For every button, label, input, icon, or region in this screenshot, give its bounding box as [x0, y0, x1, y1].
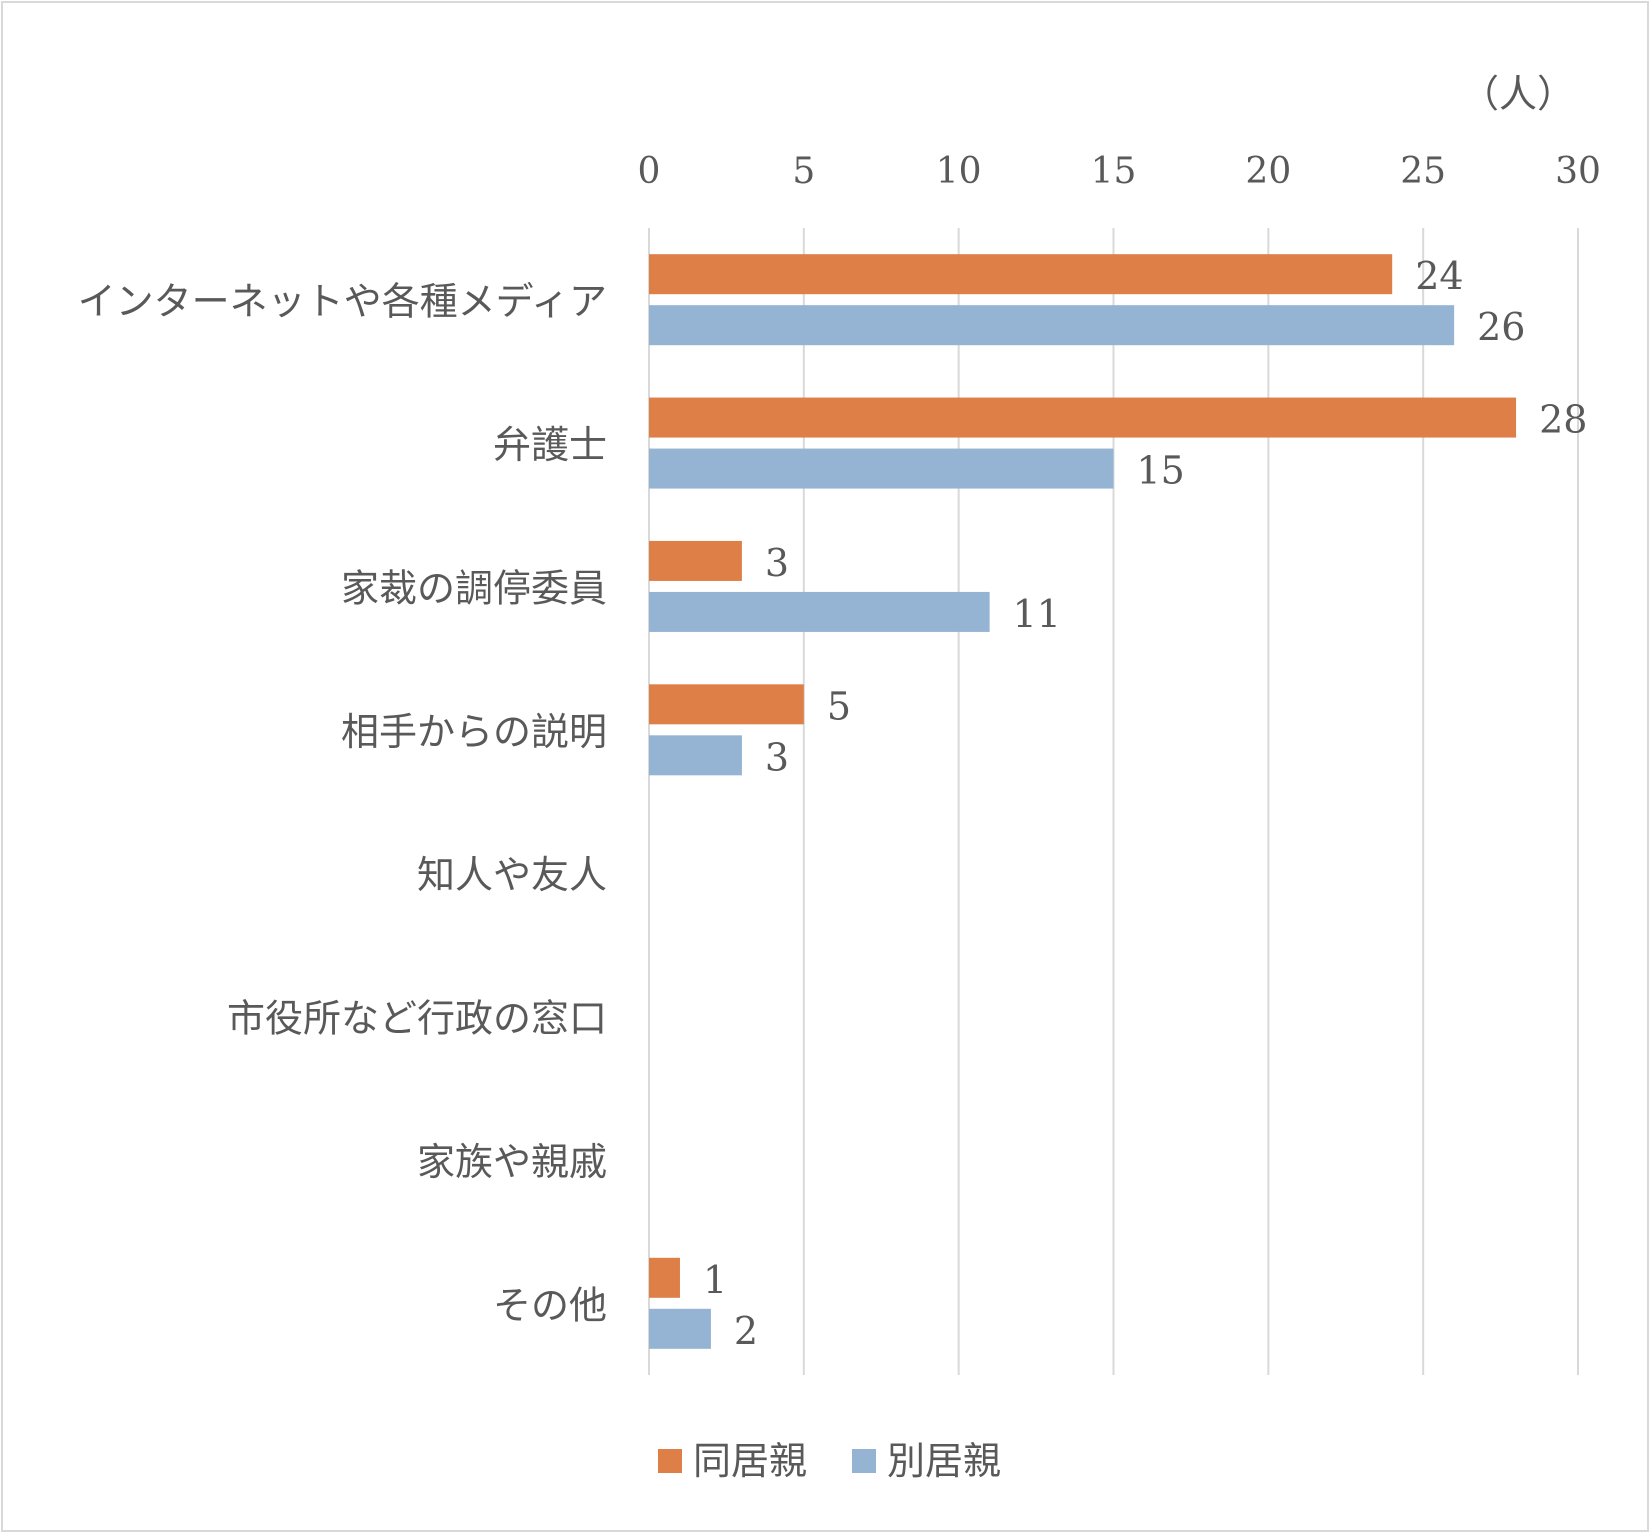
x-tick-label: 15: [1091, 151, 1137, 192]
category-label: 相手からの説明: [341, 710, 607, 754]
bar: [649, 305, 1455, 346]
bar: [649, 591, 990, 632]
data-label: 26: [1477, 305, 1525, 349]
unit-label: （人）: [1461, 72, 1575, 116]
legend-label: 別居親: [887, 1439, 1001, 1483]
x-tick-label: 0: [638, 151, 661, 192]
bar: [649, 735, 742, 776]
bar: [649, 684, 804, 725]
data-label: 11: [1013, 592, 1061, 636]
bars: [649, 254, 1517, 1349]
x-tick-label: 30: [1555, 151, 1601, 192]
data-label: 1: [703, 1258, 727, 1302]
data-label: 3: [765, 735, 789, 779]
category-label: インターネットや各種メディア: [78, 280, 607, 324]
data-label: 3: [765, 541, 789, 585]
x-tick-label: 20: [1245, 151, 1291, 192]
x-axis-ticks: 0 5 10 15 20 25 30: [638, 151, 1601, 192]
bar: [649, 397, 1517, 438]
data-label: 15: [1137, 449, 1185, 493]
bar: [649, 448, 1114, 489]
data-label: 2: [734, 1309, 758, 1353]
x-tick-label: 5: [792, 151, 815, 192]
category-label: 市役所など行政の窓口: [227, 997, 607, 1041]
category-labels: インターネットや各種メディア弁護士家裁の調停委員相手からの説明知人や友人市役所な…: [78, 280, 607, 1328]
legend: 同居親 別居親: [658, 1439, 1001, 1483]
legend-label: 同居親: [693, 1439, 807, 1483]
bar: [649, 254, 1393, 295]
data-label: 5: [827, 684, 851, 728]
data-label: 24: [1415, 254, 1463, 298]
legend-swatch: [852, 1449, 876, 1473]
category-label: その他: [493, 1283, 607, 1327]
bar: [649, 1257, 680, 1298]
bar: [649, 540, 742, 581]
x-tick-label: 10: [936, 151, 982, 192]
category-label: 家族や親戚: [417, 1140, 607, 1184]
legend-swatch: [658, 1449, 682, 1473]
bar: [649, 1308, 711, 1349]
data-label: 28: [1539, 398, 1587, 442]
category-label: 知人や友人: [417, 853, 607, 897]
category-label: 家裁の調停委員: [341, 566, 607, 610]
category-label: 弁護士: [493, 423, 607, 467]
x-tick-label: 25: [1400, 151, 1446, 192]
